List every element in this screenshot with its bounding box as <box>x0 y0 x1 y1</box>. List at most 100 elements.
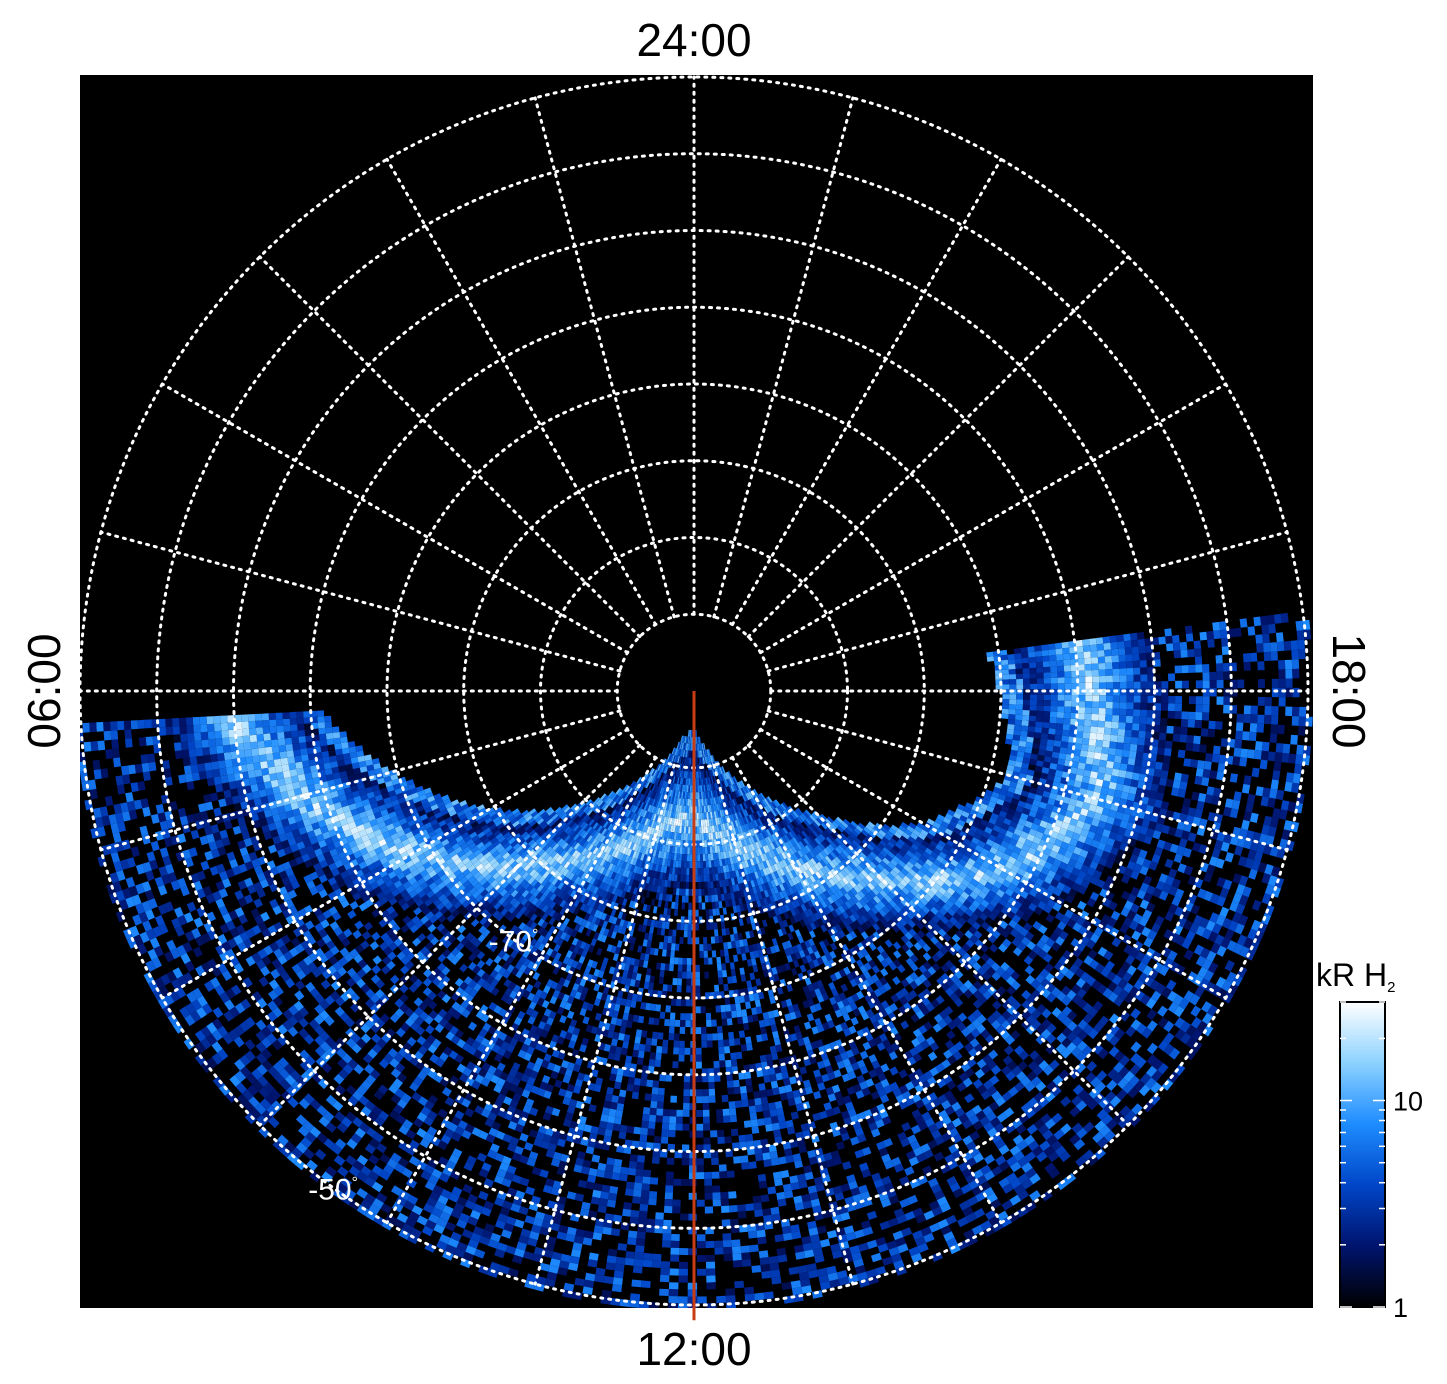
emission-cell <box>708 1075 715 1083</box>
emission-cell <box>1067 858 1077 868</box>
emission-cell <box>1103 727 1112 735</box>
emission-cell <box>1009 679 1017 685</box>
emission-cell <box>1071 700 1079 708</box>
emission-cell <box>689 792 692 800</box>
emission-cell <box>1197 888 1207 899</box>
emission-cell <box>1081 802 1091 811</box>
emission-cell <box>1097 841 1107 851</box>
emission-cell <box>1165 635 1173 644</box>
emission-cell <box>686 978 691 986</box>
emission-cell <box>685 895 689 903</box>
emission-cell <box>1016 751 1025 758</box>
emission-cell <box>1054 838 1063 848</box>
emission-cell <box>1111 768 1120 777</box>
emission-cell <box>1213 787 1222 797</box>
emission-cell <box>1085 695 1093 702</box>
emission-cell <box>990 812 999 821</box>
emission-cell <box>1142 752 1151 761</box>
emission-cell <box>1207 811 1217 822</box>
emission-cell <box>1236 837 1246 848</box>
emission-cell <box>1014 653 1022 659</box>
emission-cell <box>1138 723 1147 732</box>
emission-cell <box>1278 697 1286 707</box>
emission-cell <box>706 923 711 931</box>
emission-cell <box>1263 844 1273 855</box>
emission-cell <box>1071 832 1081 841</box>
emission-cell <box>748 1230 758 1239</box>
emission-cell <box>1120 756 1129 765</box>
emission-cell <box>1097 656 1106 664</box>
emission-cell <box>1265 835 1275 846</box>
emission-cell <box>999 789 1008 796</box>
emission-cell <box>1281 752 1290 763</box>
emission-cell <box>686 875 690 882</box>
emission-cell <box>1158 808 1168 818</box>
emission-cell <box>678 1275 688 1283</box>
emission-cell <box>1193 735 1201 745</box>
emission-cell <box>1274 752 1283 763</box>
emission-cell <box>724 997 731 1005</box>
emission-cell <box>723 1046 731 1054</box>
emission-cell <box>680 916 685 924</box>
emission-cell <box>1011 744 1019 751</box>
emission-cell <box>1095 863 1105 873</box>
emission-cell <box>697 861 701 869</box>
emission-cell <box>752 1195 762 1204</box>
emission-cell <box>738 1072 746 1080</box>
emission-cell <box>1037 754 1045 762</box>
emission-cell <box>710 936 716 944</box>
emission-cell <box>715 1109 723 1117</box>
emission-cell <box>1264 697 1272 707</box>
emission-cell <box>1260 750 1269 761</box>
emission-cell <box>986 805 995 813</box>
emission-cell <box>1082 645 1091 653</box>
emission-cell <box>1042 790 1051 799</box>
emission-cell <box>1209 671 1217 681</box>
emission-cell <box>1275 743 1284 753</box>
emission-cell <box>702 1089 709 1097</box>
emission-cell <box>748 1161 757 1169</box>
emission-cell <box>1007 808 1016 816</box>
emission-cell <box>1263 642 1271 653</box>
emission-cell <box>1249 652 1258 662</box>
emission-cell <box>1154 695 1162 704</box>
emission-cell <box>1145 731 1153 740</box>
emission-cell <box>1021 844 1031 853</box>
emission-cell <box>696 813 699 820</box>
emission-cell <box>769 1109 778 1117</box>
emission-cell <box>1099 888 1109 898</box>
emission-cell <box>1243 775 1252 786</box>
emission-cell <box>1056 654 1064 661</box>
emission-cell <box>1093 833 1102 842</box>
emission-cell <box>685 888 689 896</box>
emission-cell <box>718 935 724 943</box>
emission-cell <box>1083 651 1091 659</box>
emission-cell <box>1247 749 1255 759</box>
emission-cell <box>746 1043 753 1051</box>
emission-cell <box>723 1039 730 1047</box>
emission-cell <box>1176 845 1186 856</box>
emission-cell <box>1079 849 1089 859</box>
emission-cell <box>1002 679 1010 685</box>
emission-cell <box>1043 705 1051 712</box>
emission-cell <box>670 1247 680 1255</box>
emission-cell <box>1086 830 1096 840</box>
emission-cell <box>1037 783 1046 791</box>
emission-cell <box>1085 676 1093 683</box>
emission-cell <box>965 802 974 810</box>
emission-cell <box>1020 790 1029 798</box>
emission-cell <box>754 1209 764 1218</box>
emission-cell <box>1261 824 1271 836</box>
emission-cell <box>1040 738 1048 745</box>
emission-cell <box>1114 755 1122 764</box>
emission-cell <box>1102 740 1110 748</box>
emission-cell <box>1299 706 1307 717</box>
emission-cell <box>1292 706 1300 717</box>
emission-cell <box>992 808 1001 816</box>
emission-cell <box>1206 864 1216 875</box>
emission-cell <box>762 1110 771 1119</box>
emission-cell <box>1220 629 1228 639</box>
emission-cell <box>698 799 700 806</box>
emission-cell <box>770 1269 781 1278</box>
emission-cell <box>1239 757 1248 767</box>
